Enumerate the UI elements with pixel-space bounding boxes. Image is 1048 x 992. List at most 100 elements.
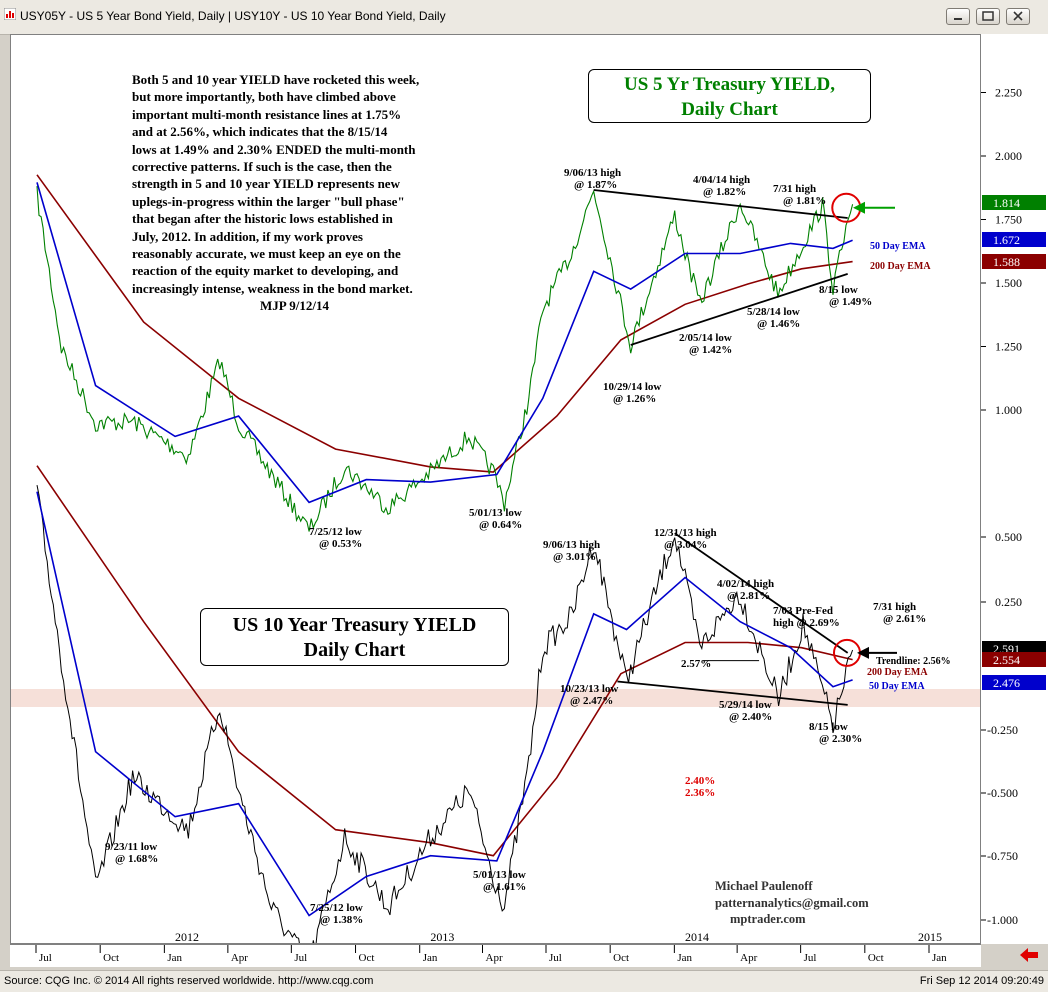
- price-tick-label: 0.250: [995, 595, 1022, 609]
- commentary-line: that began after the historic lows estab…: [132, 211, 393, 227]
- commentary-line: reaction of the equity market to develop…: [132, 263, 399, 279]
- usy10-red-note: 2.36%: [685, 787, 715, 799]
- usy5-last-value: [982, 195, 1046, 210]
- usy10-annotation-value: @ 3.01%: [553, 551, 596, 563]
- date-month-label: Jan: [167, 952, 182, 964]
- usy5-annotation: 8/15 low: [819, 284, 858, 296]
- usy5-title-line1: US 5 Yr Treasury YIELD,: [624, 74, 835, 95]
- date-month-label: Jul: [549, 952, 562, 964]
- usy10-annotation: 9/06/13 high: [543, 539, 600, 551]
- price-axis[interactable]: 1.000 1.250 1.500 1.750 2.000 2.250 0.500 0.250…: [981, 34, 1048, 944]
- usy5-annotation: 5/28/14 low: [747, 306, 800, 318]
- usy10-annotation: 4/02/14 high: [717, 578, 774, 590]
- usy10-last-value-text: 2.554: [993, 653, 1020, 667]
- usy10-annotation-value: high @ 2.69%: [773, 617, 840, 629]
- chart-plot-area[interactable]: 9/06/13 high @ 1.87% 4/04/14 high @ 1.82% 7/…: [10, 34, 981, 944]
- usy5-last-value-text: 1.672: [993, 233, 1020, 247]
- usy10-annotation: 8/15 low: [809, 721, 848, 733]
- usy5-annotation-value: @ 1.46%: [757, 318, 800, 330]
- date-month-label: Jul: [294, 952, 307, 964]
- usy5-annotation: 10/29/14 low: [603, 381, 661, 393]
- usy5-ema200-label: 200 Day EMA: [870, 261, 931, 272]
- usy10-annotation-value: @ 2.81%: [727, 590, 770, 602]
- date-month-label: Apr: [740, 952, 757, 964]
- usy5-annotation: 7/31 high: [773, 183, 816, 195]
- usy10-ema200-label: 200 Day EMA: [867, 667, 928, 678]
- usy10-annotation: 12/31/13 high: [654, 527, 717, 539]
- commentary-signature: MJP 9/12/14: [260, 298, 329, 314]
- usy10-ema200-line: [36, 465, 853, 857]
- price-tick-label: -1.000: [987, 913, 1018, 927]
- usy10-annotation-value: @ 2.30%: [819, 733, 862, 745]
- commentary-line: corrective patterns. If such is the case…: [132, 159, 392, 175]
- usy10-last-value: [982, 675, 1046, 690]
- usy5-annotation: 4/04/14 high: [693, 174, 750, 186]
- usy5-annotation: 9/06/13 high: [564, 167, 621, 179]
- price-tick-label: 1.750: [995, 213, 1022, 227]
- usy5-annotation: 5/01/13 low: [469, 507, 522, 519]
- commentary-line: July, 2012. In addition, if my work prov…: [132, 228, 363, 244]
- year-label: 2015: [918, 930, 942, 943]
- usy10-annotation-value: @ 2.61%: [883, 613, 926, 625]
- usy5-title-box: US 5 Yr Treasury YIELD, Daily Chart: [588, 69, 871, 123]
- year-label: 2012: [175, 930, 199, 943]
- usy5-last-value: [982, 254, 1046, 269]
- date-month-label: Oct: [359, 952, 375, 964]
- app-chart-icon: [4, 8, 16, 20]
- commentary-line: and at 2.56%, which indicates that the 8…: [132, 124, 388, 140]
- usy10-annotation-value: @ 3.04%: [664, 539, 707, 551]
- usy10-annotation: 7/31 high: [873, 601, 916, 613]
- usy5-annotation-value: @ 1.26%: [613, 393, 656, 405]
- price-tick-label: 2.000: [995, 149, 1022, 163]
- usy10-annotation: 7/25/12 low: [310, 902, 363, 914]
- commentary-block: Both 5 and 10 year YIELD have rocketed t…: [132, 71, 522, 315]
- close-button[interactable]: [1006, 8, 1030, 25]
- usy10-title-line2: Daily Chart: [303, 639, 406, 661]
- usy10-annotation-value: @ 1.38%: [320, 914, 363, 926]
- price-tick-label: 1.000: [995, 403, 1022, 417]
- usy10-resistance-line: [674, 532, 849, 654]
- usy5-last-value-text: 1.814: [993, 196, 1020, 210]
- footer-source: Source: CQG Inc. © 2014 All rights reser…: [4, 975, 374, 987]
- usy10-last-value-text: 2.476: [993, 676, 1020, 690]
- commentary-line: but more importantly, both have climbed …: [132, 89, 396, 105]
- usy10-title-line1: US 10 Year Treasury YIELD: [232, 614, 477, 636]
- price-tick-label: -0.750: [987, 849, 1018, 863]
- usy5-support-line: [630, 272, 848, 346]
- commentary-line: increasingly intense, weakness in the bo…: [132, 280, 413, 296]
- usy5-annotation: 2/05/14 low: [679, 332, 732, 344]
- usy5-annotation-value: @ 0.53%: [319, 538, 362, 550]
- scroll-right-arrow-icon[interactable]: [1018, 947, 1040, 963]
- usy5-resistance-line: [593, 189, 848, 219]
- year-label: 2013: [430, 930, 454, 943]
- date-month-label: Oct: [868, 952, 884, 964]
- price-tick-label: 2.250: [995, 86, 1022, 100]
- commentary-line: uplegs-in-progress within the larger "bu…: [132, 193, 405, 209]
- year-label: 2014: [685, 930, 709, 943]
- usy10-annotation: 5/01/13 low: [473, 869, 526, 881]
- date-axis-svg: Jul Oct Jan Apr Jul Oct Jan Apr Jul Oct Jan Apr Jul O…: [35, 945, 947, 964]
- usy10-annotation: 10/23/13 low: [560, 683, 618, 695]
- date-month-label: Oct: [103, 952, 119, 964]
- price-tick-label: -0.500: [987, 786, 1018, 800]
- date-axis[interactable]: Jul Oct Jan Apr Jul Oct Jan Apr Jul Oct Jan Apr Jul O…: [10, 944, 981, 967]
- usy5-annotation-value: @ 1.81%: [783, 195, 826, 207]
- usy10-annotation-value: @ 2.47%: [570, 695, 613, 707]
- usy10-title-box: US 10 Year Treasury YIELD Daily Chart: [200, 608, 509, 666]
- usy10-annotation-value: @ 2.40%: [729, 711, 772, 723]
- usy5-annotation-value: @ 1.49%: [829, 296, 872, 308]
- price-axis-svg: 1.000 1.250 1.500 1.750 2.000 2.250 0.500 0.250…: [981, 86, 1046, 927]
- usy10-ema50-label: 50 Day EMA: [869, 681, 925, 692]
- date-month-label: Oct: [613, 952, 629, 964]
- date-month-label: Apr: [231, 952, 248, 964]
- usy10-annotation: 9/23/11 low: [105, 841, 157, 853]
- usy10-last-value: [982, 652, 1046, 667]
- usy5-annotation: 7/25/12 low: [309, 526, 362, 538]
- chart-svg: 9/06/13 high@ 1.87% 4/04/14 high@ 1.82% 7/…: [11, 167, 980, 943]
- minimize-button[interactable]: [946, 8, 970, 25]
- usy10-annotation-value: @ 1.68%: [115, 853, 158, 865]
- usy5-ema50-line: [36, 182, 853, 504]
- maximize-button[interactable]: [976, 8, 1000, 25]
- window-title-bar: USY05Y - US 5 Year Bond Yield, Daily | U…: [0, 0, 1048, 35]
- date-month-label: Jan: [932, 952, 947, 964]
